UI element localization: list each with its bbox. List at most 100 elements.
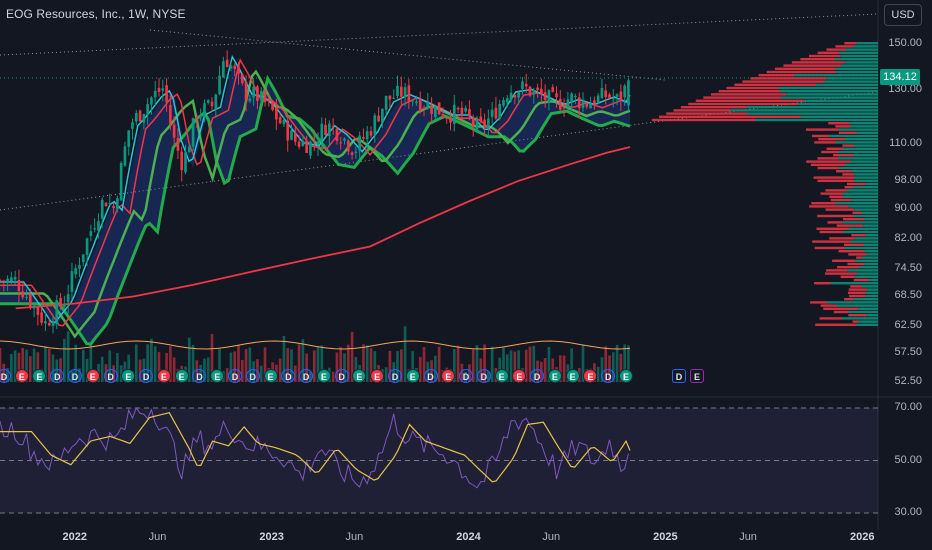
rsi-band xyxy=(0,408,878,513)
dividend-marker[interactable]: D xyxy=(387,369,402,383)
volume-profile-bar xyxy=(842,317,878,320)
candle-body xyxy=(214,94,218,110)
candle-body xyxy=(47,322,51,326)
dividend-marker[interactable]: D xyxy=(139,369,154,383)
earnings-marker[interactable]: E xyxy=(583,369,598,383)
candle-body xyxy=(524,83,528,87)
dividend-marker[interactable]: D xyxy=(334,369,349,383)
rsi-ma-line xyxy=(0,412,631,483)
candle-body xyxy=(574,96,577,98)
volume-profile-bar xyxy=(815,83,878,86)
volume-bar xyxy=(237,345,240,382)
volume-bar xyxy=(350,331,354,382)
candle-body xyxy=(203,103,206,118)
earnings-marker[interactable]: E xyxy=(441,369,456,383)
volume-profile-bar xyxy=(688,102,798,106)
candle-body xyxy=(244,81,248,101)
volume-profile-bar xyxy=(865,294,878,298)
volume-bar xyxy=(627,345,630,382)
volume-bar xyxy=(434,355,437,382)
volume-bar xyxy=(172,357,176,382)
volume-profile-bar xyxy=(848,288,868,291)
candle-body xyxy=(225,59,229,68)
trendlines xyxy=(0,13,879,211)
earnings-marker[interactable]: E xyxy=(405,369,420,383)
dividend-marker[interactable]: D xyxy=(68,369,83,383)
volume-bar xyxy=(547,346,551,382)
candle-body xyxy=(418,98,422,111)
dividend-marker[interactable]: D xyxy=(192,369,207,383)
volume-bar xyxy=(10,354,13,382)
earnings-marker[interactable]: E xyxy=(316,369,331,383)
volume-profile-bar xyxy=(801,115,878,118)
earnings-marker[interactable]: E xyxy=(512,369,527,383)
volume-bar xyxy=(229,352,233,382)
candle-body xyxy=(320,123,324,140)
earnings-marker[interactable]: E xyxy=(263,369,278,383)
volume-bar xyxy=(206,357,210,382)
dividend-marker[interactable]: D xyxy=(459,369,474,383)
earnings-marker[interactable]: E xyxy=(210,369,225,383)
dividend-marker[interactable]: D xyxy=(601,369,616,383)
candle-body xyxy=(286,120,290,141)
earnings-marker[interactable]: E xyxy=(494,369,509,383)
candle-body xyxy=(358,135,361,151)
volume-profile-bar xyxy=(806,160,851,163)
dividend-marker[interactable]: D xyxy=(103,369,118,383)
candle-body xyxy=(25,296,28,298)
upcoming-earnings-marker[interactable]: E xyxy=(690,369,704,383)
candle-body xyxy=(384,95,388,110)
volume-profile-bar xyxy=(846,189,878,192)
earnings-marker[interactable]: E xyxy=(352,369,367,383)
earnings-marker[interactable]: E xyxy=(565,369,580,383)
dividend-marker[interactable]: D xyxy=(476,369,491,383)
volume-bar xyxy=(263,347,267,382)
volume-profile-bar xyxy=(836,170,852,173)
dividend-marker[interactable]: D xyxy=(423,369,438,383)
earnings-marker[interactable]: E xyxy=(174,369,189,383)
volume-profile-bar xyxy=(811,202,836,205)
candle-body xyxy=(312,140,316,142)
dividend-marker[interactable]: D xyxy=(50,369,65,383)
candle-body xyxy=(547,90,551,103)
earnings-marker[interactable]: E xyxy=(156,369,171,383)
dividend-marker[interactable]: D xyxy=(299,369,314,383)
candle-body xyxy=(150,97,153,105)
volume-profile-bar xyxy=(851,198,878,202)
earnings-marker[interactable]: E xyxy=(547,369,562,383)
volume-bar xyxy=(384,367,388,382)
candle-body xyxy=(55,300,59,324)
candle-body xyxy=(608,94,611,99)
volume-bar xyxy=(100,356,104,382)
dividend-marker[interactable]: D xyxy=(281,369,296,383)
volume-bar xyxy=(509,350,513,382)
candle-body xyxy=(233,65,237,70)
earnings-marker[interactable]: E xyxy=(14,369,29,383)
upcoming-dividend-marker[interactable]: D xyxy=(672,369,686,383)
dividend-marker[interactable]: D xyxy=(0,369,11,383)
volume-profile-bar xyxy=(853,298,878,301)
earnings-marker[interactable]: E xyxy=(370,369,385,383)
earnings-marker[interactable]: E xyxy=(32,369,47,383)
volume-bar xyxy=(365,345,369,382)
volume-profile-bar xyxy=(867,288,878,291)
volume-profile-bar xyxy=(651,118,756,122)
candle-body xyxy=(104,202,108,207)
candle-body xyxy=(191,118,195,147)
earnings-marker[interactable]: E xyxy=(619,369,634,383)
candle-body xyxy=(134,113,138,122)
currency-button[interactable]: USD xyxy=(884,4,922,26)
earnings-marker[interactable]: E xyxy=(85,369,100,383)
volume-profile-bar xyxy=(817,179,855,182)
volume-profile-bar xyxy=(854,144,878,147)
volume-profile-bar xyxy=(846,182,866,186)
candle-body xyxy=(377,115,380,122)
dividend-marker[interactable]: D xyxy=(530,369,545,383)
dividend-marker[interactable]: D xyxy=(245,369,260,383)
dividend-marker[interactable]: D xyxy=(227,369,242,383)
candlesticks xyxy=(0,50,630,334)
earnings-marker[interactable]: E xyxy=(121,369,136,383)
volume-bar xyxy=(483,344,486,382)
candle-body xyxy=(456,107,460,110)
